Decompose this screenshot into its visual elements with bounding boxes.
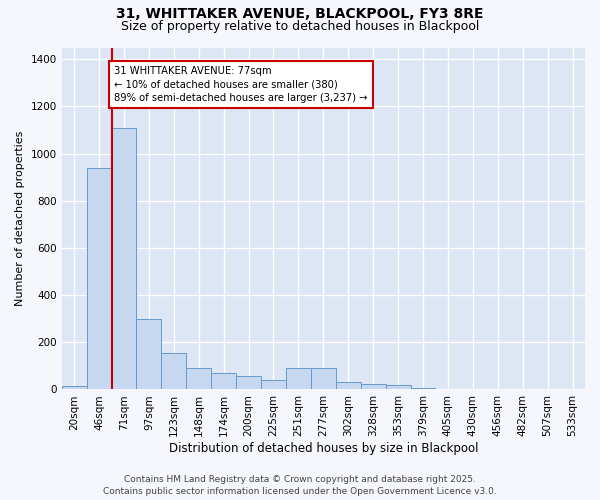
Bar: [361, 384, 386, 390]
Y-axis label: Number of detached properties: Number of detached properties: [15, 131, 25, 306]
Bar: [410, 388, 436, 390]
Bar: [112, 128, 136, 390]
Bar: [286, 368, 311, 390]
Text: Contains HM Land Registry data © Crown copyright and database right 2025.
Contai: Contains HM Land Registry data © Crown c…: [103, 474, 497, 496]
Bar: [86, 168, 112, 390]
Bar: [261, 380, 286, 390]
Bar: [236, 376, 261, 390]
Bar: [311, 368, 336, 390]
Bar: [510, 389, 535, 390]
Bar: [386, 384, 410, 390]
Bar: [161, 353, 186, 390]
Bar: [186, 368, 211, 390]
Text: 31 WHITTAKER AVENUE: 77sqm
← 10% of detached houses are smaller (380)
89% of sem: 31 WHITTAKER AVENUE: 77sqm ← 10% of deta…: [114, 66, 367, 103]
Bar: [336, 382, 361, 390]
X-axis label: Distribution of detached houses by size in Blackpool: Distribution of detached houses by size …: [169, 442, 478, 455]
Text: Size of property relative to detached houses in Blackpool: Size of property relative to detached ho…: [121, 20, 479, 33]
Bar: [136, 318, 161, 390]
Bar: [211, 373, 236, 390]
Text: 31, WHITTAKER AVENUE, BLACKPOOL, FY3 8RE: 31, WHITTAKER AVENUE, BLACKPOOL, FY3 8RE: [116, 8, 484, 22]
Bar: [560, 389, 585, 390]
Bar: [62, 386, 86, 390]
